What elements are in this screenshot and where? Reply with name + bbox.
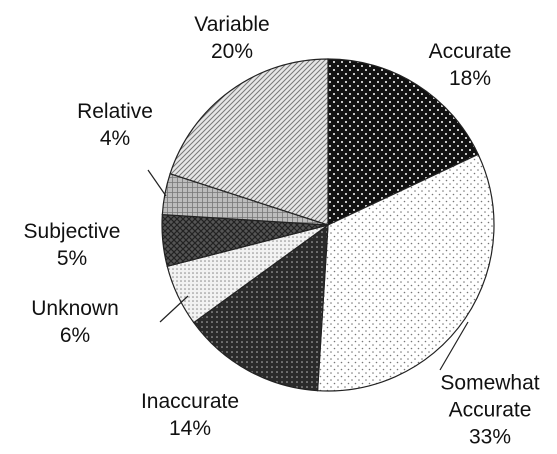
slice xyxy=(316,153,495,392)
slice xyxy=(192,223,329,392)
slices xyxy=(161,58,495,392)
leader-line xyxy=(159,295,189,323)
slice-label: Unknown 6% xyxy=(10,295,140,349)
slice-label: Accurate 18% xyxy=(405,38,535,92)
value-label: 5% xyxy=(56,247,88,270)
category-label: Unknown xyxy=(31,297,119,320)
category-label: Inaccurate xyxy=(140,390,240,413)
value-label: 20% xyxy=(210,40,254,63)
value-label: 33% xyxy=(468,425,512,449)
value-label: 18% xyxy=(448,67,492,90)
slice-label: Subjective 5% xyxy=(7,218,137,272)
category-label: Somewhat Accurate xyxy=(440,371,540,422)
slice-label: Variable 20% xyxy=(167,11,297,65)
value-label: 4% xyxy=(99,127,131,150)
slice xyxy=(169,58,329,226)
slice-label: Somewhat Accurate 33% xyxy=(430,370,550,451)
slice-label: Inaccurate 14% xyxy=(125,388,255,442)
slice-label: Relative 4% xyxy=(50,98,180,152)
category-label: Variable xyxy=(194,13,270,36)
category-label: Relative xyxy=(77,100,153,123)
leader-line xyxy=(147,169,167,197)
category-label: Accurate xyxy=(428,40,512,63)
value-label: 14% xyxy=(168,417,212,440)
value-label: 6% xyxy=(59,324,91,347)
leader-line xyxy=(439,321,469,371)
category-label: Subjective xyxy=(23,220,121,243)
slice xyxy=(327,58,479,226)
